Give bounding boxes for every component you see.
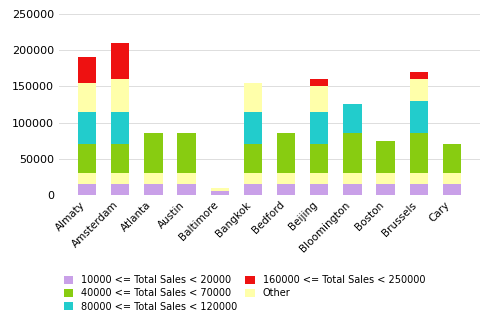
- Bar: [443, 173, 461, 184]
- Bar: [343, 173, 362, 184]
- Bar: [310, 86, 328, 112]
- Bar: [78, 83, 96, 112]
- Bar: [78, 112, 96, 144]
- Bar: [111, 43, 129, 79]
- Bar: [410, 184, 428, 195]
- Bar: [410, 101, 428, 133]
- Bar: [410, 72, 428, 79]
- Bar: [78, 184, 96, 195]
- Bar: [443, 144, 461, 173]
- Bar: [211, 191, 229, 195]
- Bar: [144, 133, 163, 173]
- Bar: [111, 112, 129, 144]
- Bar: [244, 112, 262, 144]
- Bar: [177, 133, 196, 173]
- Bar: [310, 79, 328, 86]
- Bar: [111, 144, 129, 173]
- Bar: [343, 133, 362, 173]
- Bar: [410, 79, 428, 101]
- Bar: [244, 173, 262, 184]
- Bar: [410, 173, 428, 184]
- Bar: [376, 184, 395, 195]
- Bar: [78, 144, 96, 173]
- Bar: [111, 79, 129, 112]
- Bar: [410, 133, 428, 173]
- Bar: [443, 184, 461, 195]
- Legend: 10000 <= Total Sales < 20000, 40000 <= Total Sales < 70000, 80000 <= Total Sales: 10000 <= Total Sales < 20000, 40000 <= T…: [64, 275, 425, 312]
- Bar: [310, 184, 328, 195]
- Bar: [310, 112, 328, 144]
- Bar: [78, 57, 96, 83]
- Bar: [244, 144, 262, 173]
- Bar: [144, 184, 163, 195]
- Bar: [211, 187, 229, 191]
- Bar: [111, 184, 129, 195]
- Bar: [244, 83, 262, 112]
- Bar: [277, 133, 295, 173]
- Bar: [111, 173, 129, 184]
- Bar: [376, 140, 395, 173]
- Bar: [244, 184, 262, 195]
- Bar: [177, 173, 196, 184]
- Bar: [343, 184, 362, 195]
- Bar: [343, 104, 362, 133]
- Bar: [277, 173, 295, 184]
- Bar: [177, 184, 196, 195]
- Bar: [310, 144, 328, 173]
- Bar: [78, 173, 96, 184]
- Bar: [144, 173, 163, 184]
- Bar: [310, 173, 328, 184]
- Bar: [376, 173, 395, 184]
- Bar: [277, 184, 295, 195]
